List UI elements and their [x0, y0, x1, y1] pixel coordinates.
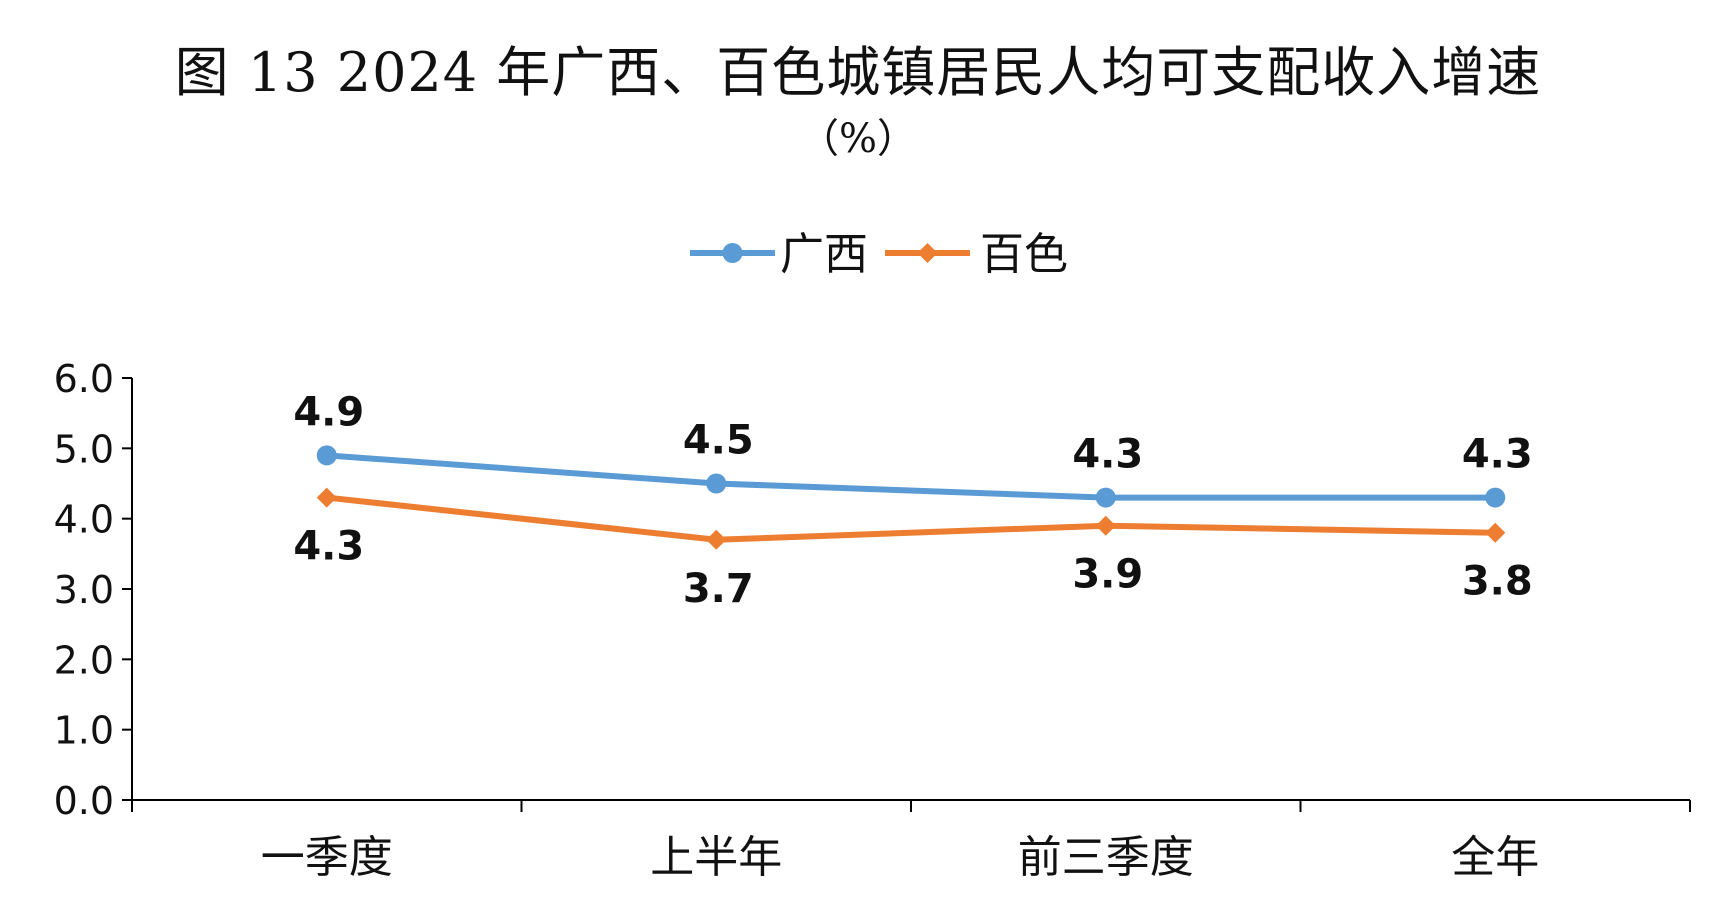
data-label: 4.5 [683, 418, 754, 464]
legend-marker [722, 243, 743, 263]
x-tick-label: 前三季度 [1018, 832, 1194, 883]
y-tick-label: 0.0 [54, 779, 114, 823]
data-label: 4.9 [293, 389, 364, 435]
data-point [1095, 515, 1116, 536]
series-line-1 [326, 452, 1496, 501]
chart-title: 图 13 2024 年广西、百色城镇居民人均可支配收入增速 [174, 41, 1542, 104]
y-tick-label: 1.0 [54, 709, 114, 753]
x-tick-label: 一季度 [261, 832, 393, 883]
x-tick-label: 全年 [1451, 832, 1539, 883]
y-tick-label: 4.0 [54, 498, 114, 542]
data-point [706, 529, 727, 550]
legend-marker [917, 243, 938, 263]
data-point [706, 473, 727, 494]
series-line-2 [326, 494, 1496, 543]
data-point [316, 487, 337, 508]
data-point [1485, 522, 1506, 543]
legend-label: 百色 [980, 229, 1068, 280]
data-label: 3.9 [1072, 552, 1143, 598]
data-label: 3.8 [1462, 559, 1533, 605]
data-label: 4.3 [1072, 432, 1143, 478]
y-tick-label: 6.0 [54, 357, 114, 401]
y-tick-label: 5.0 [54, 427, 114, 471]
data-point [1485, 487, 1506, 508]
data-label: 3.7 [683, 566, 754, 612]
y-tick-label: 2.0 [54, 638, 114, 682]
data-point [316, 445, 337, 466]
data-label: 4.3 [1462, 432, 1533, 478]
legend-label: 广西 [780, 229, 868, 280]
data-point [1095, 487, 1116, 508]
x-tick-label: 上半年 [650, 832, 782, 883]
chart-unit-subtitle: （%） [798, 116, 917, 162]
y-tick-label: 3.0 [54, 568, 114, 612]
data-label: 4.3 [293, 524, 364, 570]
